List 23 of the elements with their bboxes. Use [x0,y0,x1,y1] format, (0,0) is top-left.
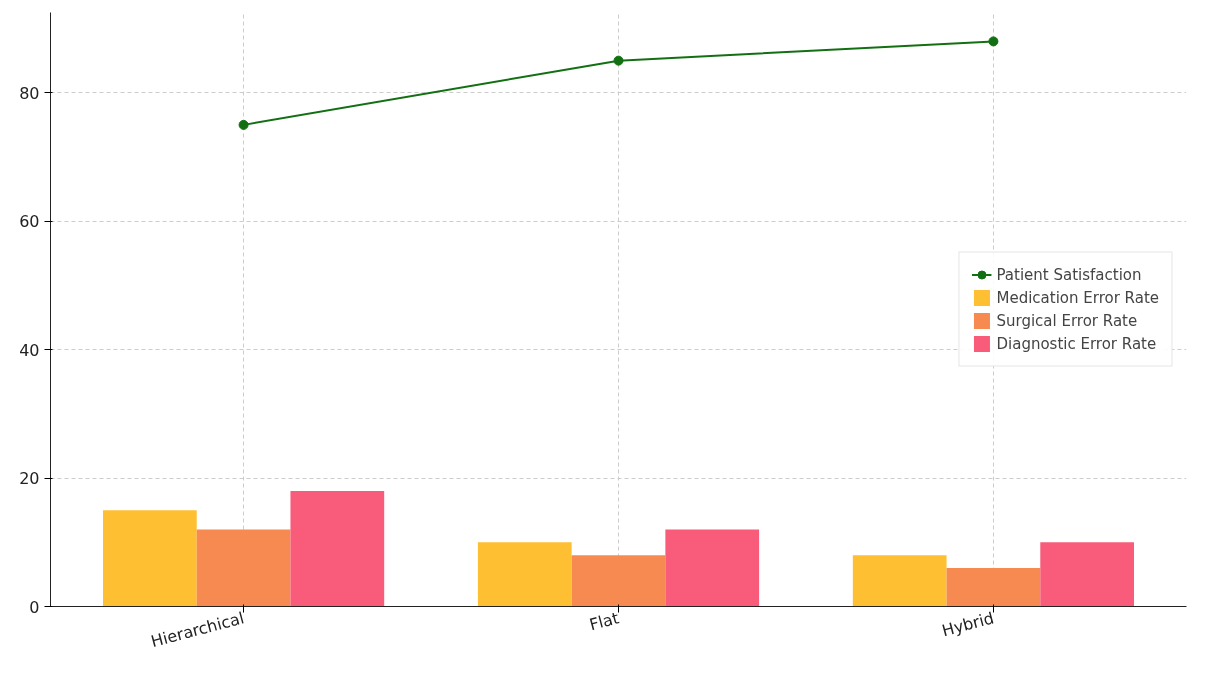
legend-label: Patient Satisfaction [996,265,1142,284]
x-tick-label: Hybrid [939,608,996,641]
bar [852,555,947,607]
point [613,55,624,66]
x-tick-label: Flat [587,608,621,635]
y-tick-label: 20 [19,469,40,489]
bar [946,567,1041,607]
bar [571,555,666,607]
point [238,119,249,130]
bar [290,490,385,607]
bar [665,529,760,607]
y-tick-label: 0 [29,597,40,617]
bar [1040,542,1135,607]
legend-label: Medication Error Rate [996,288,1159,307]
y-tick-label: 60 [19,212,40,232]
y-tick-label: 40 [19,340,40,360]
bar [102,510,197,607]
legend-label: Diagnostic Error Rate [996,334,1157,353]
legend-label: Surgical Error Rate [996,311,1138,330]
bar [196,529,291,607]
point [988,36,999,47]
y-tick-label: 80 [19,83,40,103]
bar [477,542,572,607]
